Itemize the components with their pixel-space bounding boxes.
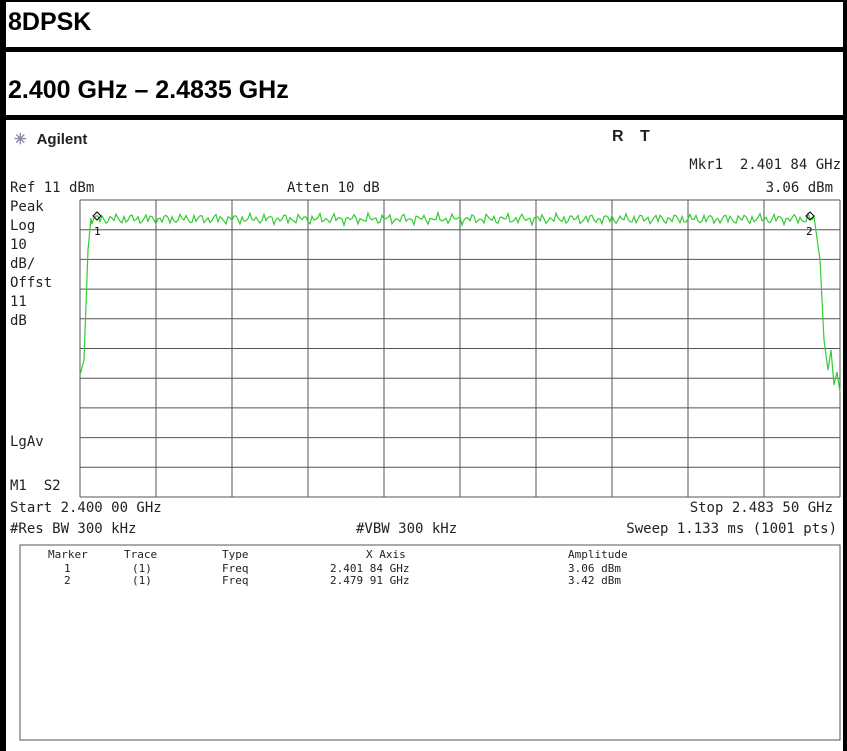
side-label: dB	[10, 313, 27, 329]
status: T	[640, 128, 650, 145]
table-cell: 1	[64, 562, 71, 575]
border	[0, 0, 6, 751]
border	[0, 115, 847, 120]
marker-label: 1	[94, 225, 101, 238]
table-cell: (1)	[132, 562, 152, 575]
ref-level: Ref 11 dBm	[10, 180, 95, 196]
table-header: Amplitude	[568, 548, 628, 561]
border	[0, 47, 847, 52]
table-header: Type	[222, 548, 249, 561]
brand-name: Agilent	[36, 131, 88, 148]
marker-amp: 3.06 dBm	[765, 180, 833, 196]
status: R	[612, 128, 624, 145]
start-freq: Start 2.400 00 GHz	[10, 500, 162, 516]
marker-diamond	[92, 211, 102, 221]
trace	[79, 210, 841, 393]
table-cell: (1)	[132, 574, 152, 587]
table-cell: Freq	[222, 562, 249, 575]
side-label: Log	[10, 218, 36, 234]
border	[0, 0, 847, 2]
side-label: 11	[10, 294, 27, 310]
table-cell: 2	[64, 574, 71, 587]
res-bw: #Res BW 300 kHz	[10, 521, 137, 537]
table-cell: Freq	[222, 574, 249, 587]
detector: LgAv	[10, 434, 44, 450]
sweep: Sweep 1.133 ms (1001 pts)	[626, 521, 837, 537]
side-label: 10	[10, 237, 27, 253]
vbw: #VBW 300 kHz	[356, 521, 458, 537]
marker-diamond	[805, 211, 815, 221]
attenuation: Atten 10 dB	[287, 180, 380, 196]
stop-freq: Stop 2.483 50 GHz	[689, 500, 833, 516]
marker-state: M1 S2	[10, 478, 61, 494]
range-title: 2.400 GHz – 2.4835 GHz	[8, 76, 289, 104]
border	[843, 0, 847, 751]
mode-title: 8DPSK	[8, 8, 92, 36]
side-label: Offst	[10, 275, 53, 291]
table-header: Trace	[124, 548, 158, 561]
table-header: Marker	[48, 548, 88, 561]
marker-label: 2	[806, 225, 813, 238]
table-cell: 2.479 91 GHz	[330, 574, 410, 587]
marker-freq: Mkr1 2.401 84 GHz	[689, 157, 841, 173]
brand: ✳ Agilent	[14, 131, 88, 148]
marker-table-box	[19, 544, 841, 741]
table-header: X Axis	[366, 548, 406, 561]
table-cell: 3.42 dBm	[568, 574, 621, 587]
side-label: Peak	[10, 199, 44, 215]
table-cell: 3.06 dBm	[568, 562, 621, 575]
side-label: dB/	[10, 256, 36, 272]
table-cell: 2.401 84 GHz	[330, 562, 410, 575]
